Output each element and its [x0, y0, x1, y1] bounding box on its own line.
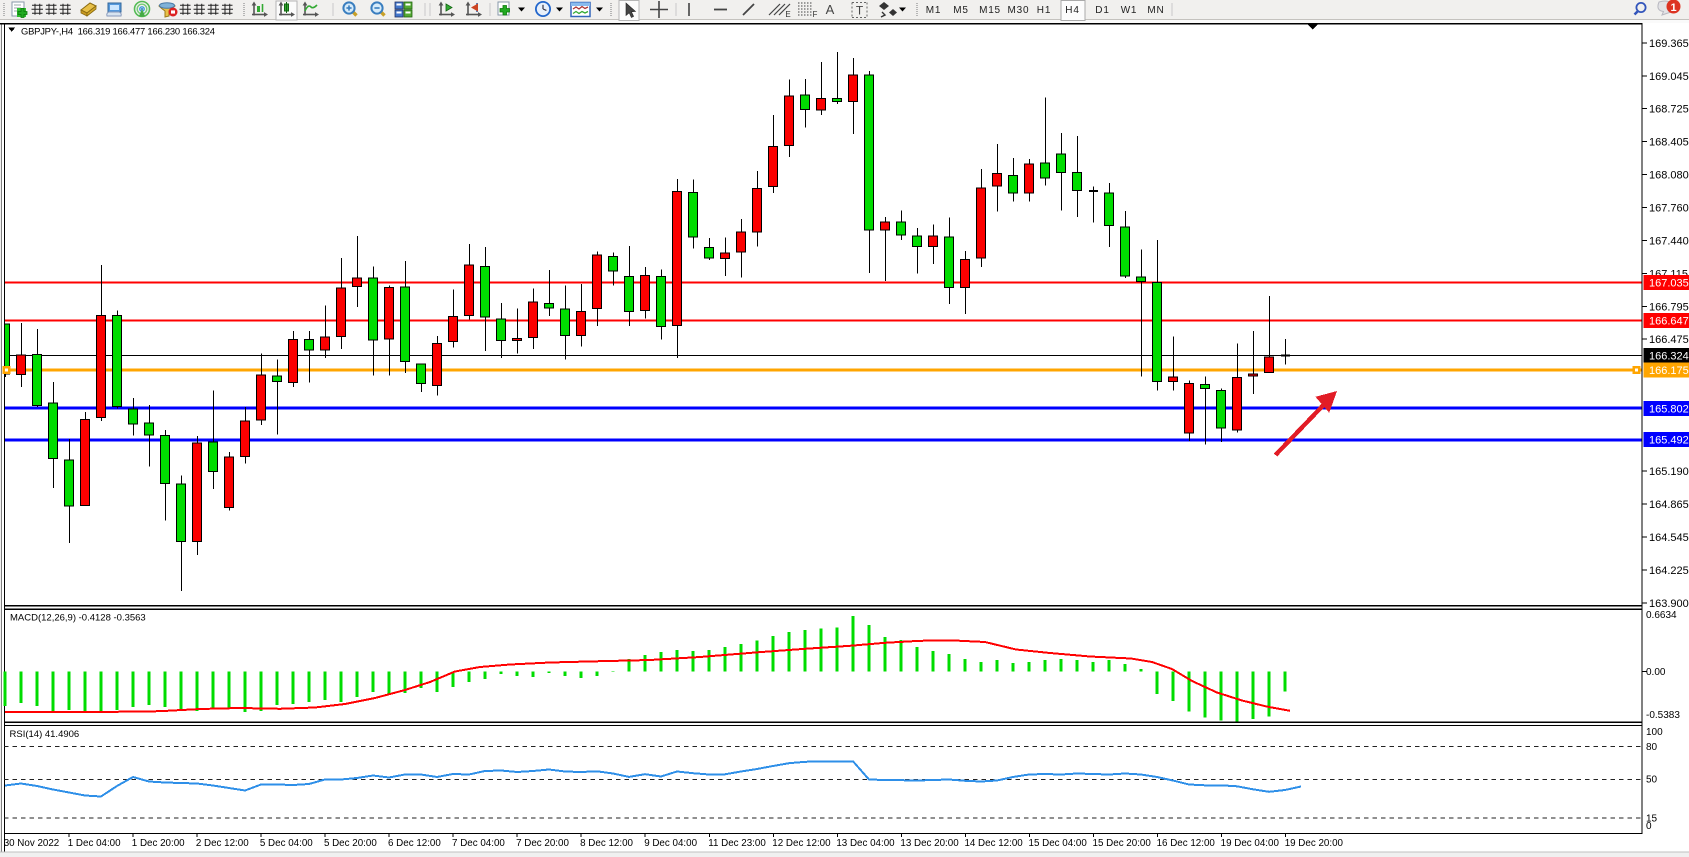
svg-text:6 Dec 12:00: 6 Dec 12:00 [388, 838, 441, 849]
svg-text:164.545: 164.545 [1649, 532, 1689, 544]
svg-text:13 Dec 04:00: 13 Dec 04:00 [836, 838, 895, 849]
svg-text:165.492: 165.492 [1649, 435, 1689, 447]
svg-text:167.035: 167.035 [1649, 278, 1689, 290]
svg-text:T: T [856, 4, 864, 18]
svg-text:M5: M5 [953, 5, 969, 16]
svg-text:166.647: 166.647 [1649, 316, 1689, 328]
svg-text:-0.5383: -0.5383 [1646, 710, 1680, 721]
svg-text:15 Dec 20:00: 15 Dec 20:00 [1093, 838, 1152, 849]
svg-text:F: F [813, 10, 818, 19]
svg-text:A: A [826, 2, 835, 17]
svg-text:15: 15 [1646, 813, 1658, 824]
svg-text:E: E [785, 10, 790, 19]
svg-text:163.900: 163.900 [1649, 598, 1689, 610]
svg-text:169.365: 169.365 [1649, 38, 1689, 50]
svg-text:167.440: 167.440 [1649, 235, 1689, 247]
svg-text:166.324: 166.324 [1649, 350, 1689, 362]
svg-text:166.795: 166.795 [1649, 301, 1689, 313]
svg-text:169.045: 169.045 [1649, 71, 1689, 83]
svg-text:100: 100 [1646, 727, 1663, 738]
svg-text:12 Dec 12:00: 12 Dec 12:00 [772, 838, 831, 849]
svg-text:0.00: 0.00 [1646, 667, 1666, 678]
svg-text:9 Dec 04:00: 9 Dec 04:00 [644, 838, 697, 849]
svg-text:19 Dec 20:00: 19 Dec 20:00 [1285, 838, 1344, 849]
svg-text:2 Dec 12:00: 2 Dec 12:00 [196, 838, 249, 849]
svg-text:1 Dec 04:00: 1 Dec 04:00 [68, 838, 121, 849]
svg-text:H4: H4 [1065, 5, 1079, 16]
svg-text:7 Dec 04:00: 7 Dec 04:00 [452, 838, 505, 849]
svg-text:0: 0 [1646, 821, 1652, 832]
svg-text:M15: M15 [979, 5, 1001, 16]
svg-text:80: 80 [1646, 742, 1658, 753]
svg-text:11 Dec 23:00: 11 Dec 23:00 [708, 838, 766, 849]
svg-text:1 Dec 20:00: 1 Dec 20:00 [132, 838, 185, 849]
svg-text:M30: M30 [1007, 5, 1029, 16]
svg-text:W1: W1 [1121, 5, 1138, 16]
svg-text:165.802: 165.802 [1649, 404, 1689, 416]
svg-text:164.865: 164.865 [1649, 499, 1689, 511]
svg-text:7 Dec 20:00: 7 Dec 20:00 [516, 838, 569, 849]
svg-text:1: 1 [1670, 2, 1676, 14]
svg-text:166.175: 166.175 [1649, 365, 1689, 377]
svg-text:8 Dec 12:00: 8 Dec 12:00 [580, 838, 633, 849]
svg-text:M1: M1 [926, 5, 942, 16]
svg-text:GBPJPY-,H4 166.319 166.477 16: GBPJPY-,H4 166.319 166.477 166.230 166.3… [21, 25, 215, 36]
svg-text:RSI(14) 41.4906: RSI(14) 41.4906 [10, 729, 80, 740]
svg-text:50: 50 [1646, 774, 1658, 785]
svg-text:D1: D1 [1095, 5, 1109, 16]
svg-text:165.190: 165.190 [1649, 466, 1689, 478]
svg-text:0.6634: 0.6634 [1646, 610, 1677, 621]
svg-text:168.405: 168.405 [1649, 136, 1689, 148]
svg-text:167.760: 167.760 [1649, 203, 1689, 215]
svg-text:H1: H1 [1037, 5, 1051, 16]
svg-text:MACD(12,26,9) -0.4128 -0.3563: MACD(12,26,9) -0.4128 -0.3563 [10, 612, 146, 623]
svg-text:MN: MN [1147, 5, 1164, 16]
svg-text:30 Nov 2022: 30 Nov 2022 [4, 838, 60, 849]
svg-text:164.225: 164.225 [1649, 565, 1689, 577]
svg-text:14 Dec 12:00: 14 Dec 12:00 [964, 838, 1023, 849]
svg-text:168.725: 168.725 [1649, 104, 1689, 116]
svg-text:16 Dec 12:00: 16 Dec 12:00 [1157, 838, 1216, 849]
svg-text:5 Dec 04:00: 5 Dec 04:00 [260, 838, 313, 849]
svg-text:5 Dec 20:00: 5 Dec 20:00 [324, 838, 377, 849]
svg-text:166.475: 166.475 [1649, 334, 1689, 346]
svg-text:168.080: 168.080 [1649, 170, 1689, 182]
svg-text:13 Dec 20:00: 13 Dec 20:00 [900, 838, 959, 849]
svg-text:19 Dec 04:00: 19 Dec 04:00 [1221, 838, 1280, 849]
svg-text:15 Dec 04:00: 15 Dec 04:00 [1029, 838, 1088, 849]
